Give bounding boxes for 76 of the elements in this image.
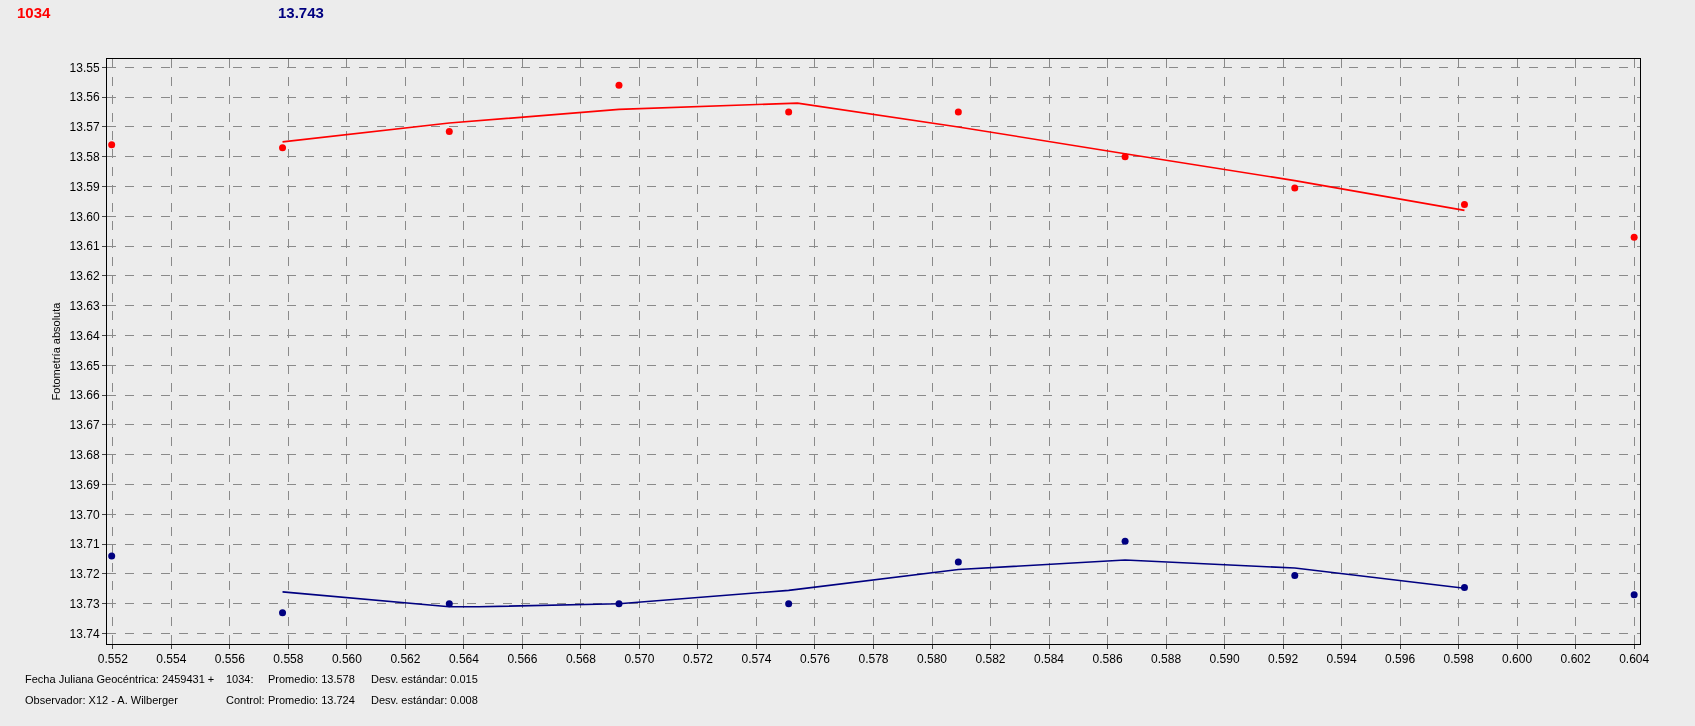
text: 1034:	[226, 673, 254, 685]
x-tick-label: 0.600	[1502, 652, 1533, 667]
x-tick-label: 0.598	[1443, 652, 1474, 667]
text: 1034	[17, 4, 52, 21]
x-tick-label: 0.572	[682, 652, 714, 667]
point	[445, 127, 453, 135]
y-tick-label: 13.65	[69, 358, 100, 373]
x-tick-label: 0.578	[858, 652, 889, 667]
x-tick-label: 0.576	[799, 652, 831, 667]
y-tick-label: 13.68	[69, 447, 100, 462]
x-tick-label: 0.570	[624, 652, 655, 667]
point	[1630, 233, 1638, 241]
x-tick-label: 0.568	[565, 652, 597, 667]
x-tick-label: 0.592	[1268, 652, 1299, 667]
point	[954, 558, 962, 566]
point	[1291, 184, 1299, 192]
x-tick-label: 0.588	[1151, 652, 1182, 667]
point	[279, 144, 287, 152]
x-tick-label: 0.580	[916, 652, 948, 667]
y-tick-label: 13.61	[69, 239, 100, 254]
y-tick-label: 13.71	[69, 537, 100, 552]
point	[445, 600, 453, 608]
y-tick-label: 13.58	[69, 149, 100, 164]
text: Control:	[226, 694, 265, 706]
x-tick-label: 0.604	[1619, 652, 1650, 667]
y-tick-label: 13.55	[69, 60, 100, 75]
x-tick-label: 0.566	[507, 652, 538, 667]
y-tick-label: 13.62	[69, 269, 100, 284]
x-tick-label: 0.552	[97, 652, 129, 667]
x-tick-label: 0.574	[741, 652, 772, 667]
y-tick-label: 13.66	[69, 388, 100, 403]
point	[1291, 571, 1299, 579]
y-tick-label: 13.56	[69, 90, 100, 105]
text: Fecha Juliana Geocéntrica: 2459431 +	[25, 673, 215, 685]
y-tick-label: 13.69	[69, 477, 100, 492]
x-tick-label: 0.556	[214, 652, 246, 667]
point	[279, 609, 287, 617]
point	[785, 108, 793, 116]
y-tick-label: 13.73	[69, 596, 100, 611]
x-tick-label: 0.594	[1326, 652, 1357, 667]
text: Promedio: 13.578	[268, 673, 355, 685]
text: Desv. estándar: 0.015	[371, 673, 478, 685]
y-tick-label: 13.64	[69, 328, 100, 343]
y-tick-label: 13.59	[69, 179, 100, 194]
x-tick-label: 0.564	[448, 652, 480, 667]
x-tick-label: 0.562	[390, 652, 421, 667]
line-series	[281, 102, 1466, 212]
point	[954, 108, 962, 116]
y-tick-label: 13.67	[69, 418, 100, 433]
y-tick-label: 13.70	[69, 507, 100, 522]
x-tick-label: 0.602	[1560, 652, 1591, 667]
y-axis-title: Fotometría absoluta	[50, 301, 63, 401]
point	[1460, 200, 1468, 208]
point	[1121, 537, 1129, 545]
text: Promedio: 13.724	[268, 694, 355, 706]
y-tick-label: 13.74	[69, 626, 100, 641]
x-tick-label: 0.560	[331, 652, 363, 667]
point	[785, 600, 793, 608]
y-tick-label: 13.72	[69, 567, 100, 582]
point	[1630, 591, 1638, 599]
x-tick-label: 0.554	[156, 652, 187, 667]
point	[108, 141, 116, 149]
x-tick-label: 0.558	[273, 652, 304, 667]
text: Desv. estándar: 0.008	[371, 694, 478, 706]
point	[108, 552, 116, 560]
y-tick-label: 13.57	[69, 120, 100, 135]
x-tick-label: 0.596	[1385, 652, 1416, 667]
x-tick-label: 0.582	[975, 652, 1006, 667]
x-tick-label: 0.584	[1034, 652, 1065, 667]
text: Observador: X12 - A. Wilberger	[25, 694, 179, 706]
x-tick-label: 0.586	[1092, 652, 1123, 667]
y-tick-label: 13.63	[69, 298, 100, 313]
text: 13.743	[278, 4, 324, 21]
x-tick-label: 0.590	[1209, 652, 1240, 667]
point	[615, 81, 623, 89]
y-tick-label: 13.60	[69, 209, 100, 224]
